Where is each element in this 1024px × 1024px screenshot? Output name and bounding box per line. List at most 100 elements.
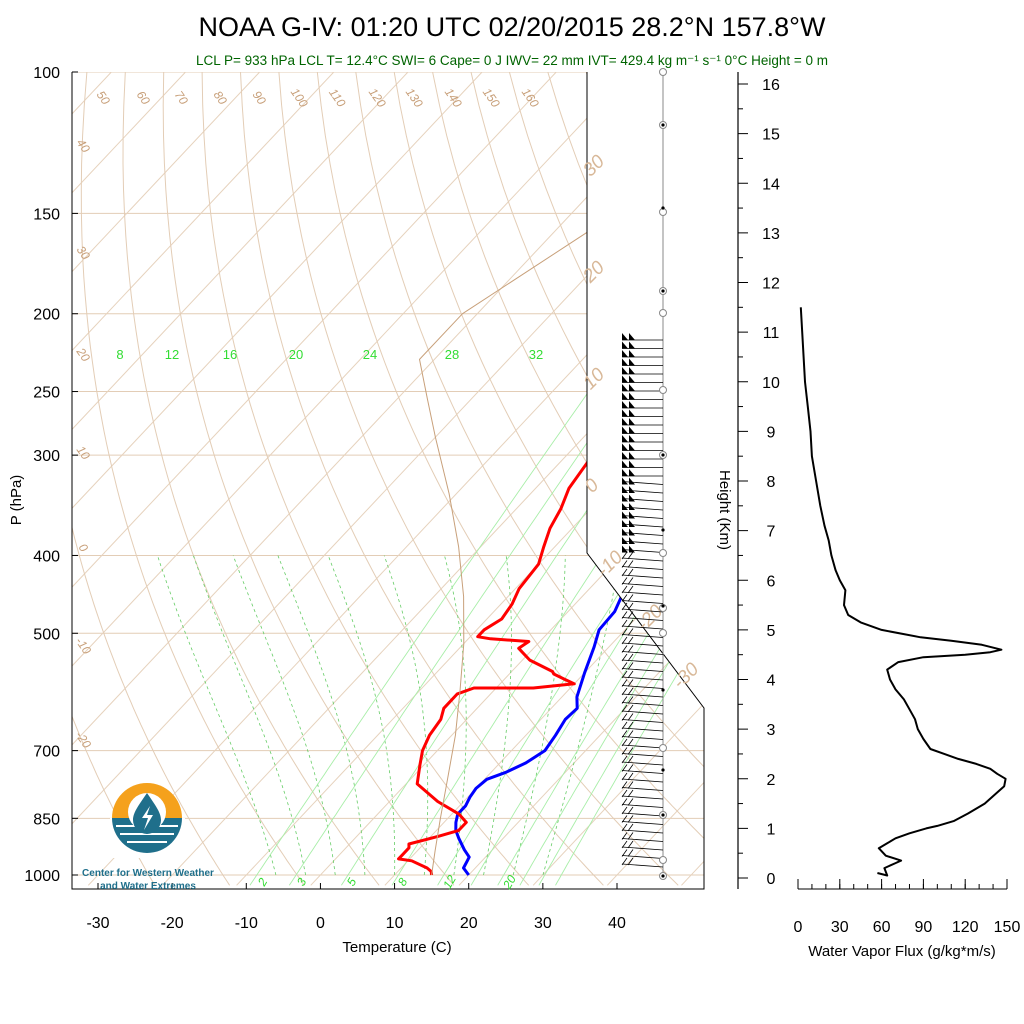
wind-barb: [621, 755, 664, 766]
wind-barb: [621, 520, 664, 528]
wind-barb: [622, 333, 663, 341]
isotherm-line: [310, 72, 704, 886]
wind-barb-feather: [627, 764, 634, 772]
x-tick-label: 10: [386, 915, 404, 932]
wind-barb-feather: [621, 568, 628, 577]
lifted-parcel-line: [419, 72, 704, 876]
wind-barb-feather: [621, 755, 628, 764]
isotherm-line: [72, 72, 557, 886]
wind-barb-flag: [622, 477, 628, 485]
dry-adiabat-label: 50: [94, 88, 113, 107]
wind-barb-feather: [627, 840, 634, 849]
wind-barb: [621, 696, 664, 706]
wind-barb-flag: [629, 537, 635, 544]
dry-adiabat-line: [278, 72, 679, 886]
wind-barb: [621, 537, 664, 545]
isotherm-line: [72, 72, 704, 886]
mixing-ratio-line: [288, 362, 644, 886]
wind-barb: [621, 679, 664, 689]
temperature-line: [454, 329, 704, 876]
x-tick-label: 30: [534, 915, 552, 932]
wind-barb: [621, 721, 664, 732]
wind-barb-feather: [627, 568, 634, 577]
height-tick-label: 14: [762, 176, 780, 193]
wind-barb: [622, 401, 663, 409]
dry-adiabat-label: 120: [366, 85, 389, 110]
wind-barb: [621, 503, 664, 511]
wind-barb: [621, 840, 664, 851]
mixing-ratio-label: 12: [165, 347, 179, 362]
wind-barb-feather: [621, 636, 628, 645]
wind-barb: [622, 435, 663, 443]
wind-barb-column: [621, 68, 667, 880]
x-tick-label: 40: [608, 915, 626, 932]
wind-barb: [621, 551, 664, 562]
height-tick-label: 0: [767, 871, 776, 888]
wind-barb-shaft: [621, 489, 664, 494]
dry-adiabat-label: 90: [250, 88, 269, 107]
wind-barb-feather: [621, 840, 628, 849]
wind-barb-feather: [621, 789, 628, 798]
wind-barb-feather: [627, 755, 634, 764]
wind-barb-flag: [629, 443, 635, 451]
dry-adiabat-line: [817, 72, 1024, 885]
dry-adiabat-line: [201, 72, 530, 886]
dry-adiabat-label: 160: [519, 85, 542, 110]
wind-barb-feather: [621, 645, 628, 653]
mixing-ratio-label: 16: [223, 347, 237, 362]
wind-barb-feather: [621, 738, 628, 747]
wind-barb-feather: [621, 764, 628, 772]
wind-barb: [621, 494, 664, 502]
wind-barb: [622, 418, 663, 426]
wind-barb-feather: [621, 679, 628, 687]
wind-barb: [621, 594, 664, 604]
wind-barb: [621, 823, 664, 834]
dry-adiabat-label: 70: [172, 88, 191, 107]
dry-adiabat-line: [432, 72, 704, 886]
wind-barb-feather: [627, 806, 634, 815]
height-tick-label: 1: [767, 821, 776, 838]
wind-barb-feather: [627, 679, 634, 687]
wind-barb-feather: [621, 628, 628, 636]
isotherm-line: [72, 72, 335, 886]
wind-barb-flag: [629, 511, 635, 519]
isotherm-label: 20: [73, 344, 93, 364]
dry-adiabat-line: [470, 72, 704, 886]
wind-barb-feather: [621, 670, 628, 679]
skewt-frame: [71, 72, 705, 890]
wind-barb-flag: [629, 350, 635, 357]
isotherm-line: [72, 72, 483, 886]
wind-dot-marker: [661, 206, 665, 210]
wind-barb-feather: [627, 619, 634, 628]
wind-barb: [621, 704, 664, 715]
mixing-ratio-label: 28: [445, 347, 459, 362]
wind-barb-feather: [621, 704, 628, 713]
wind-barb: [622, 350, 663, 358]
wind-barb-shaft: [621, 481, 664, 485]
wind-barb-flag: [629, 460, 635, 468]
wind-barb: [621, 789, 664, 800]
flux-series: [799, 307, 1007, 877]
wind-barb-feather: [627, 721, 634, 730]
wind-barb-flag: [622, 333, 628, 340]
wind-barb-flag: [629, 375, 635, 383]
x-tick-label: 0: [316, 915, 325, 932]
isotherm-line: [532, 72, 704, 886]
y-tick-label: 250: [33, 385, 60, 402]
wind-barb: [621, 628, 664, 638]
isotherm-label: 10: [74, 443, 93, 462]
wind-barb: [621, 662, 664, 672]
wind-barb: [621, 815, 664, 825]
height-tick-label: 16: [762, 77, 780, 94]
isotherm-label: 30: [74, 243, 93, 262]
wind-barb: [621, 806, 664, 817]
dry-adiabat-label: 150: [480, 85, 503, 110]
isotherm-line: [87, 72, 704, 886]
wind-barb-feather: [621, 577, 628, 585]
wind-barb-shaft: [621, 532, 664, 536]
wind-barb: [621, 713, 664, 723]
isotherm-line: [162, 72, 704, 886]
dry-adiabat-label: 100: [288, 85, 311, 110]
wind-barb: [621, 832, 664, 842]
wind-barb-flag: [629, 367, 635, 374]
